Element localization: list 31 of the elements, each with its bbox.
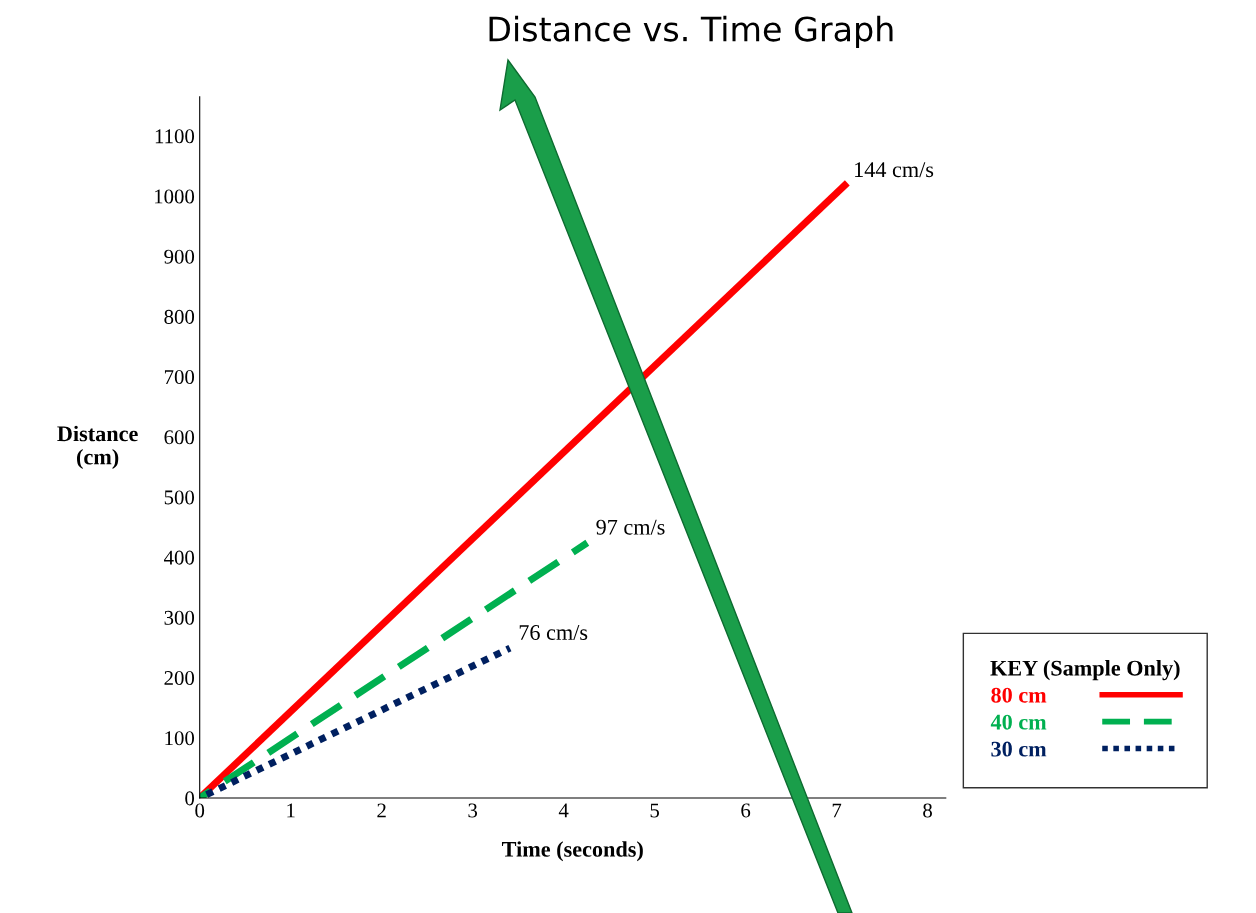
x-tick-label: 6 [741,803,751,818]
x-tick-label: 0 [195,803,205,818]
y-tick-label: 1100 [155,129,195,144]
annotation: 97 cm/s [596,519,665,535]
x-tick-label: 5 [650,803,660,818]
y-axis-title: Distance (cm) [57,425,138,470]
y-tick-label: 800 [164,309,195,324]
x-tick-label: 3 [468,803,478,818]
x-tick-label: 7 [832,803,842,818]
y-tick-label: 200 [164,670,195,686]
x-tick-label: 4 [558,803,569,818]
y-tick-label: 600 [164,430,195,445]
x-axis-title: Time (seconds) [501,841,643,862]
text: 30 cm [991,741,1047,757]
chart-title: Distance vs. Time Graph [489,15,893,49]
y-tick-label: 300 [164,610,195,625]
annotation: 76 cm/s [519,625,588,640]
y-tick-label: 400 [164,550,195,565]
text: 40 cm [990,714,1047,730]
text: 80 cm [991,687,1047,703]
y-tick-label: 900 [164,249,195,264]
annotation: 144 cm/s [855,162,934,178]
x-tick-label: 8 [923,803,932,818]
y-tick-label: 700 [164,370,195,385]
y-tick-label: 500 [164,490,195,505]
x-tick-label: 2 [377,803,386,818]
y-tick-label: 100 [165,731,195,746]
legend-title: KEY (Sample Only) [990,660,1180,681]
x-tick-label: 1 [287,803,295,818]
y-tick-label: 1000 [155,189,195,204]
y-tick-label: 0 [185,791,195,806]
